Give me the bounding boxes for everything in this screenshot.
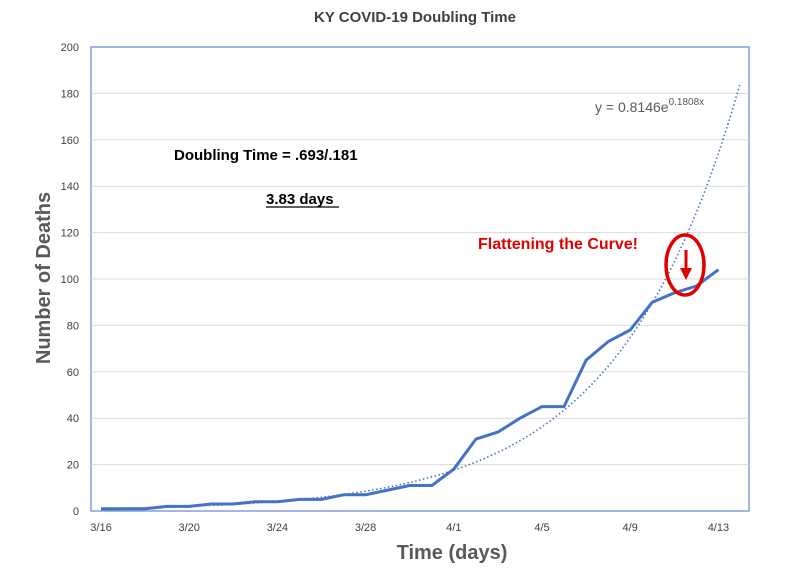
y-tick-label: 180 bbox=[61, 88, 79, 100]
x-tick-label: 4/5 bbox=[534, 522, 549, 534]
y-tick-label: 100 bbox=[61, 274, 79, 286]
x-tick-label: 4/1 bbox=[446, 522, 461, 534]
down-arrow-icon bbox=[680, 250, 692, 280]
y-tick-label: 200 bbox=[61, 42, 79, 54]
flattening-highlight-ellipse bbox=[664, 233, 706, 297]
trendline-equation-exponent: 0.1808x bbox=[669, 97, 705, 108]
chart-title: KY COVID-19 Doubling Time bbox=[314, 9, 516, 26]
x-tick-label: 3/20 bbox=[178, 522, 199, 534]
x-axis-title: Time (days) bbox=[397, 542, 508, 564]
x-tick-label: 3/28 bbox=[355, 522, 376, 534]
gridlines bbox=[91, 92, 749, 466]
doubling-days-annotation: 3.83 days bbox=[266, 191, 334, 208]
y-tick-label: 160 bbox=[61, 135, 79, 147]
x-tick-labels: 3/16 3/20 3/24 3/28 4/1 4/5 4/9 4/13 bbox=[90, 522, 729, 534]
y-tick-label: 40 bbox=[67, 413, 79, 425]
x-tick-label: 3/16 bbox=[90, 522, 111, 534]
y-tick-label: 120 bbox=[61, 228, 79, 240]
y-tick-labels: 0 20 40 60 80 100 120 140 160 180 200 bbox=[61, 42, 79, 518]
x-tick-label: 3/24 bbox=[267, 522, 288, 534]
trendline-equation-base: y = 0.8146e bbox=[595, 99, 669, 115]
x-tick-label: 4/13 bbox=[708, 522, 729, 534]
flattening-annotation: Flattening the Curve! bbox=[478, 236, 638, 253]
y-tick-label: 0 bbox=[73, 506, 79, 518]
trendline-equation: y = 0.8146e0.1808x bbox=[595, 97, 704, 115]
doubling-formula-annotation: Doubling Time = .693/.181 bbox=[174, 147, 358, 164]
y-tick-label: 80 bbox=[67, 320, 79, 332]
y-tick-label: 140 bbox=[61, 181, 79, 193]
y-tick-label: 20 bbox=[67, 460, 79, 472]
x-tick-label: 4/9 bbox=[623, 522, 638, 534]
y-tick-label: 60 bbox=[67, 367, 79, 379]
deaths-series-line bbox=[101, 268, 720, 511]
y-axis-title: Number of Deaths bbox=[33, 192, 55, 364]
